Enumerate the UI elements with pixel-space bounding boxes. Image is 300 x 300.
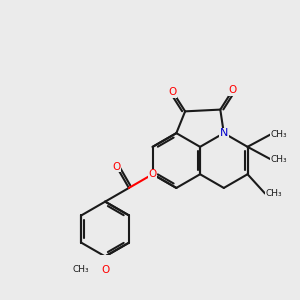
Text: O: O (169, 87, 177, 97)
Text: CH₃: CH₃ (270, 154, 287, 164)
Text: CH₃: CH₃ (265, 189, 282, 198)
Text: O: O (112, 162, 121, 172)
Text: CH₃: CH₃ (73, 265, 89, 274)
Text: N: N (220, 128, 228, 138)
Text: O: O (101, 265, 109, 275)
Text: O: O (148, 169, 157, 179)
Text: O: O (229, 85, 237, 95)
Text: CH₃: CH₃ (270, 130, 287, 139)
